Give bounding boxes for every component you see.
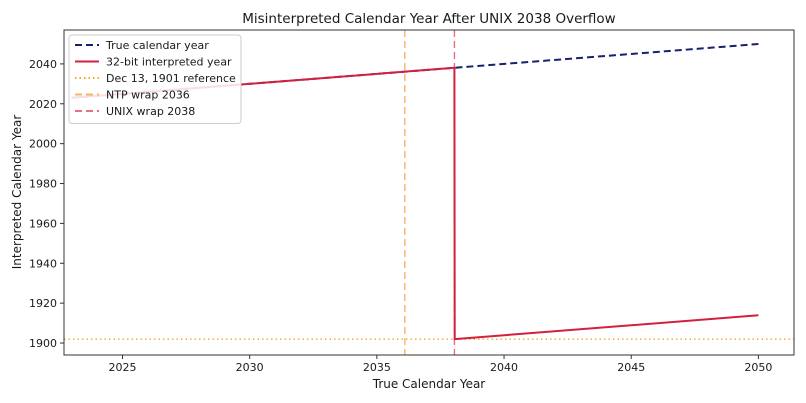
axes: 2025 2030 2035 2040 2045 2050 1900 1920 1940 1960…: [29, 58, 772, 374]
y-axis-title: Interpreted Calendar Year: [10, 115, 24, 270]
chart-title: Misinterpreted Calendar Year After UNIX …: [242, 11, 615, 27]
y-tick-label: 1900: [29, 337, 57, 350]
x-tick-label: 2045: [617, 361, 645, 374]
x-tick-label: 2040: [490, 361, 518, 374]
x-axis-title: True Calendar Year: [372, 377, 486, 391]
x-tick-label: 2035: [363, 361, 391, 374]
y-tick-label: 2040: [29, 58, 57, 71]
legend-label: UNIX wrap 2038: [106, 105, 195, 118]
y-tick-label: 1940: [29, 257, 57, 270]
legend-label: True calendar year: [105, 39, 209, 52]
legend-label: NTP wrap 2036: [106, 89, 190, 102]
y-tick-label: 2020: [29, 98, 57, 111]
y-tick-label: 1920: [29, 297, 57, 310]
x-tick-label: 2050: [744, 361, 772, 374]
y-tick-label: 2000: [29, 138, 57, 151]
series-line-2: [71, 66, 759, 341]
legend-label: Dec 13, 1901 reference: [106, 72, 236, 85]
y-tick-label: 1960: [29, 217, 57, 230]
legend-label: 32-bit interpreted year: [106, 56, 232, 69]
x-tick-label: 2030: [236, 361, 264, 374]
x-tick-label: 2025: [109, 361, 137, 374]
legend: True calendar year 32-bit interpreted yea…: [68, 34, 242, 124]
legend-box: [68, 34, 242, 124]
y-tick-label: 1980: [29, 178, 57, 191]
plot-frame: [63, 29, 795, 356]
